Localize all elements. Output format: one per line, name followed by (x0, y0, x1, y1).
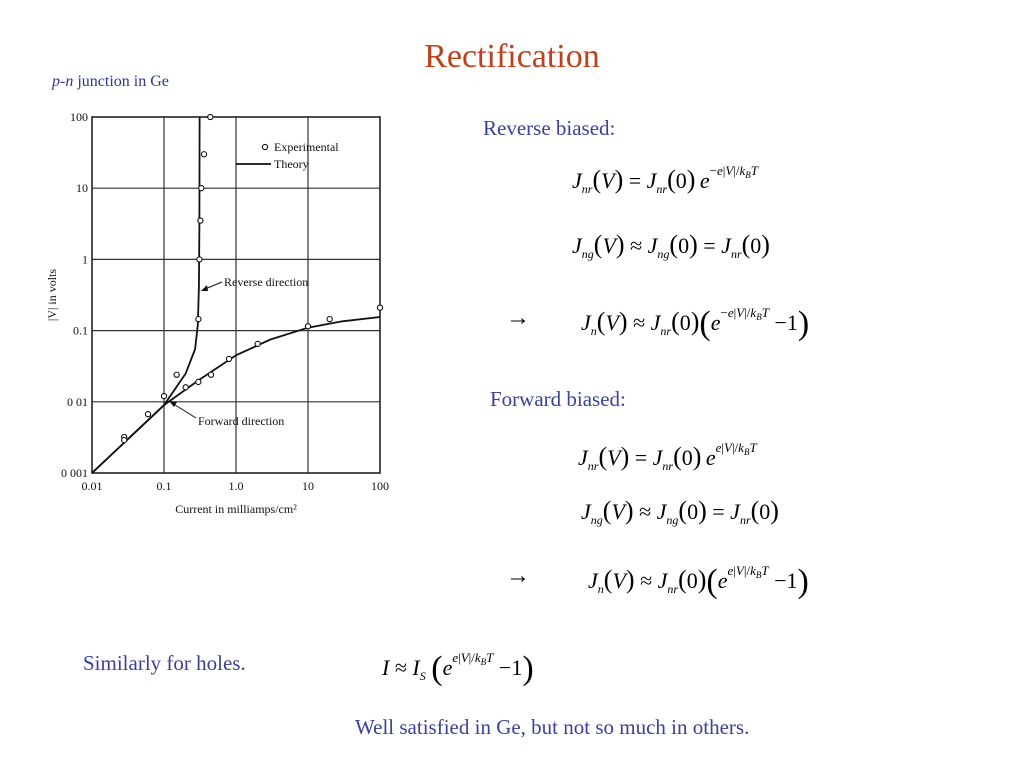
experimental-point (196, 256, 203, 263)
eq-forward-3: Jn(V) ≈ Jnr(0)(ee|V|/kBT −1) (588, 563, 809, 600)
eq-forward-2: Jng(V) ≈ Jng(0) = Jnr(0) (581, 496, 779, 527)
annotation-forward-arrowhead (169, 401, 177, 407)
theory-forward-curve (91, 316, 381, 474)
x-tick-label: 10 (302, 479, 314, 493)
legend-theory-label: Theory (274, 157, 309, 171)
experimental-point (326, 315, 333, 323)
experimental-point (195, 315, 202, 323)
x-tick-label: 0.1 (157, 479, 172, 493)
y-ticks: 100 10 1 0.1 0 01 0 001 (61, 110, 88, 480)
forward-biased-heading: Forward biased: (490, 387, 626, 411)
theory-reverse-curve (91, 116, 201, 474)
arrow-reverse: → (506, 305, 530, 331)
x-tick-label: 1.0 (229, 479, 244, 493)
chart-grid (92, 117, 380, 473)
y-tick-label: 0 001 (61, 466, 88, 480)
eq-reverse-2: Jng(V) ≈ Jng(0) = Jnr(0) (572, 230, 770, 261)
experimental-points (121, 113, 384, 444)
subtitle-rest: junction in Ge (73, 73, 169, 90)
footnote: Well satisfied in Ge, but not so much in… (355, 715, 750, 739)
eq-reverse-1: Jnr(V) = Jnr(0) e−e|V|/kBT (572, 163, 759, 196)
subtitle-pn: p-n (52, 73, 74, 90)
experimental-point (144, 411, 152, 418)
legend-experimental-marker (261, 143, 269, 151)
annotation-forward-direction: Forward direction (198, 414, 284, 428)
iv-chart-svg: 100 10 1 0.1 0 01 0 001 0.01 0.1 1.0 10 100 |V| i… (45, 110, 390, 516)
y-tick-label: 10 (76, 181, 88, 195)
holes-text: Similarly for holes. (83, 651, 246, 675)
experimental-point (173, 371, 180, 378)
plot-frame (91, 116, 381, 474)
x-tick-label: 0.01 (82, 479, 103, 493)
experimental-point (207, 371, 215, 378)
y-tick-label: 0.1 (73, 324, 88, 338)
experimental-point (197, 217, 204, 224)
experimental-point (207, 113, 214, 121)
experimental-point (198, 185, 205, 192)
arrow-forward: → (506, 563, 530, 589)
reverse-biased-heading: Reverse biased: (483, 116, 616, 140)
experimental-point (254, 340, 261, 348)
y-tick-label: 100 (70, 110, 88, 124)
eq-holes: I ≈ IS (ee|V|/kBT −1) (382, 650, 534, 687)
annotation-reverse-direction: Reverse direction (224, 275, 308, 289)
annotation-reverse-arrow (204, 281, 223, 290)
experimental-point (225, 355, 233, 363)
experimental-point (160, 393, 168, 400)
eq-forward-1: Jnr(V) = Jnr(0) ee|V|/kBT (578, 440, 757, 473)
chart-annotations: Reverse direction Forward direction (169, 275, 308, 428)
x-axis-label: Current in milliamps/cm² (175, 502, 297, 516)
legend-experimental-label: Experimental (274, 140, 339, 154)
experimental-point (304, 323, 312, 330)
eq-reverse-3: Jn(V) ≈ Jnr(0)(e−e|V|/kBT −1) (581, 305, 810, 342)
experimental-point (376, 304, 384, 311)
experimental-point (182, 384, 189, 391)
y-tick-label: 0 01 (67, 395, 88, 409)
iv-chart: 100 10 1 0.1 0 01 0 001 0.01 0.1 1.0 10 100 |V| i… (40, 105, 410, 525)
x-tick-label: 100 (371, 479, 389, 493)
experimental-point (200, 151, 208, 158)
annotation-forward-arrow (171, 402, 197, 419)
chart-legend: Experimental Theory (236, 140, 339, 171)
theory-curves (91, 116, 381, 474)
y-tick-label: 1 (82, 252, 88, 266)
y-axis-label: |V| in volts (45, 269, 59, 321)
x-ticks: 0.01 0.1 1.0 10 100 (82, 479, 390, 493)
chart-subtitle: p-n junction in Ge (52, 73, 169, 91)
slide-title: Rectification (424, 38, 600, 75)
experimental-point (195, 378, 202, 386)
experimental-point (121, 436, 128, 444)
annotation-reverse-arrowhead (201, 285, 208, 291)
